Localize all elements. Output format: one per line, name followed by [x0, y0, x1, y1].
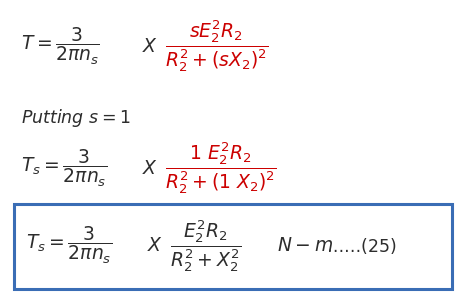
- Text: $\dfrac{sE_2^2R_2}{R_2^2+(sX_2)^2}$: $\dfrac{sE_2^2R_2}{R_2^2+(sX_2)^2}$: [165, 18, 269, 74]
- Text: $\ldots\ldots(25)$: $\ldots\ldots(25)$: [326, 236, 397, 256]
- Text: $X$: $X$: [142, 159, 158, 178]
- Text: $\dfrac{1\ E_2^2R_2}{R_2^2+(1\ X_2)^2}$: $\dfrac{1\ E_2^2R_2}{R_2^2+(1\ X_2)^2}$: [165, 140, 277, 196]
- Text: $X$: $X$: [147, 236, 163, 255]
- FancyBboxPatch shape: [14, 204, 452, 289]
- Text: $\dfrac{E_2^2R_2}{R_2^2+X_2^2}$: $\dfrac{E_2^2R_2}{R_2^2+X_2^2}$: [170, 218, 241, 274]
- Text: $T_s = \dfrac{3}{2\pi n_s}$: $T_s = \dfrac{3}{2\pi n_s}$: [21, 148, 107, 189]
- Text: $T_s = \dfrac{3}{2\pi n_s}$: $T_s = \dfrac{3}{2\pi n_s}$: [26, 225, 112, 266]
- Text: $T = \dfrac{3}{2\pi n_s}$: $T = \dfrac{3}{2\pi n_s}$: [21, 26, 100, 67]
- Text: $X$: $X$: [142, 37, 158, 56]
- Text: $\it{Putting}\ s = 1$: $\it{Putting}\ s = 1$: [21, 107, 130, 129]
- Text: $N-m$: $N-m$: [277, 236, 333, 255]
